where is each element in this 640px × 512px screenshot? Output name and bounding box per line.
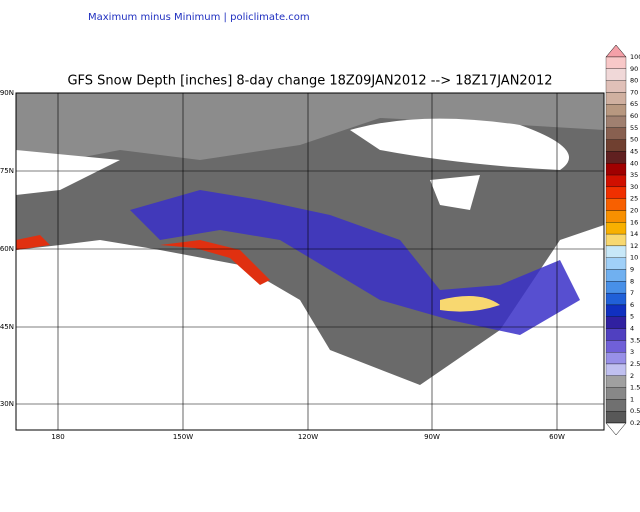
- colorbar-label: 0.25: [630, 419, 640, 427]
- colorbar-segment: [605, 139, 627, 152]
- colorbar-label: 60: [630, 112, 638, 120]
- colorbar-label: 65: [630, 100, 638, 108]
- map-title: GFS Snow Depth [inches] 8-day change 18Z…: [67, 74, 552, 89]
- colorbar-segment: [605, 411, 627, 424]
- map: 90N 75N 60N 45N 30N 180 150W 120W 90W 60W: [0, 89, 605, 441]
- lat-label: 30N: [0, 400, 14, 408]
- lon-label: 60W: [549, 433, 565, 441]
- colorbar-label: 5: [630, 313, 634, 321]
- hudson-bay: [430, 175, 480, 210]
- colorbar-segment: [605, 163, 627, 176]
- colorbar-label: 1.5: [630, 384, 640, 392]
- colorbar-label: 2.5: [630, 360, 640, 368]
- colorbar-segment: [605, 222, 627, 235]
- colorbar-label: 16: [630, 218, 638, 226]
- colorbar-label: 8: [630, 277, 634, 285]
- source-header: Maximum minus Minimum | policlimate.com: [88, 12, 310, 23]
- lon-label: 180: [51, 433, 64, 441]
- colorbar: 1009080706560555045403530252016141210987…: [605, 44, 640, 436]
- colorbar-label: 12: [630, 242, 638, 250]
- colorbar-label: 9: [630, 266, 634, 274]
- colorbar-segment: [605, 56, 627, 69]
- colorbar-label: 30: [630, 183, 638, 191]
- colorbar-segment: [605, 245, 627, 258]
- colorbar-label: 70: [630, 88, 638, 96]
- colorbar-label: 25: [630, 195, 638, 203]
- colorbar-segment: [605, 186, 627, 199]
- snow-peak: [440, 296, 500, 312]
- colorbar-segment: [605, 127, 627, 140]
- colorbar-segment: [605, 80, 627, 93]
- lon-label: 120W: [298, 433, 318, 441]
- colorbar-label: 1: [630, 395, 634, 403]
- colorbar-segment: [605, 399, 627, 412]
- colorbar-label: 35: [630, 171, 638, 179]
- colorbar-segment: [605, 233, 627, 247]
- colorbar-label: 14: [630, 230, 638, 238]
- arctic-ice: [350, 118, 569, 170]
- colorbar-label: 7: [630, 289, 634, 297]
- colorbar-label: 2: [630, 372, 634, 380]
- lat-label: 75N: [0, 167, 14, 175]
- colorbar-segment: [605, 375, 627, 388]
- map-frame: [15, 92, 605, 431]
- siberia: [16, 150, 120, 195]
- colorbar-label: 3: [630, 348, 634, 356]
- colorbar-segment: [605, 328, 627, 341]
- kamchatka-snow: [16, 235, 50, 250]
- colorbar-label: 90: [630, 65, 638, 73]
- colorbar-label: 20: [630, 206, 638, 214]
- lat-label: 90N: [0, 89, 14, 97]
- colorbar-label: 45: [630, 147, 638, 155]
- colorbar-segment: [605, 292, 627, 306]
- colorbar-segment: [605, 304, 627, 317]
- colorbar-label: 50: [630, 136, 638, 144]
- colorbar-label: 80: [630, 77, 638, 85]
- colorbar-label: 40: [630, 159, 638, 167]
- colorbar-label: 55: [630, 124, 638, 132]
- colorbar-label: 3.5: [630, 336, 640, 344]
- colorbar-segment: [605, 352, 627, 365]
- colorbar-segment: [605, 198, 627, 211]
- colorbar-segment: [605, 115, 627, 128]
- colorbar-label: 0.5: [630, 407, 640, 415]
- colorbar-segment: [605, 104, 627, 117]
- colorbar-segment: [605, 92, 627, 105]
- lon-label: 150W: [173, 433, 193, 441]
- colorbar-segment: [605, 210, 627, 223]
- colorbar-segment: [605, 387, 627, 400]
- lat-label: 45N: [0, 323, 14, 331]
- colorbar-segment: [605, 281, 627, 294]
- lon-label: 90W: [424, 433, 440, 441]
- colorbar-segment: [605, 340, 627, 353]
- colorbar-segment: [605, 257, 627, 270]
- colorbar-label: 10: [630, 254, 638, 262]
- colorbar-segment: [605, 151, 627, 164]
- colorbar-segment: [605, 316, 627, 329]
- colorbar-label: 100: [630, 53, 640, 61]
- colorbar-top-arrow: [605, 44, 627, 58]
- colorbar-bottom-arrow: [605, 422, 627, 436]
- colorbar-label: 4: [630, 325, 634, 333]
- colorbar-segment: [605, 363, 627, 376]
- lat-label: 60N: [0, 245, 14, 253]
- colorbar-segment: [605, 174, 627, 188]
- colorbar-segment: [605, 269, 627, 282]
- colorbar-segment: [605, 68, 627, 81]
- colorbar-label: 6: [630, 301, 634, 309]
- arctic-gray: [16, 93, 604, 170]
